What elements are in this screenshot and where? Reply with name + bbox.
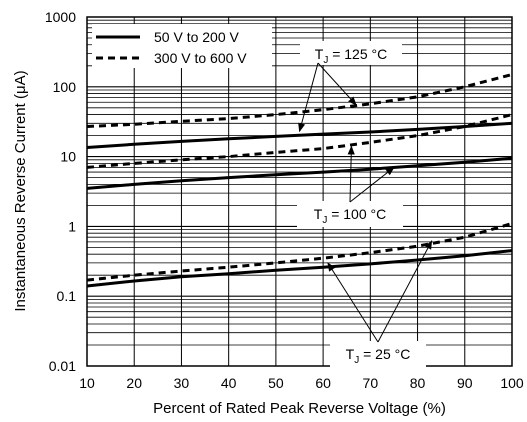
- annotation-prefix: T: [314, 206, 323, 222]
- y-tick-label: 1000: [45, 9, 76, 25]
- annotation-suffix: = 25 °C: [359, 346, 410, 362]
- annotation-arrow: [349, 166, 395, 203]
- y-axis-label: Instantaneous Reverse Current (μA): [12, 70, 29, 311]
- annotation-label: TJ = 25 °C: [346, 346, 411, 366]
- annotation-arrow: [327, 262, 379, 343]
- x-axis-label: Percent of Rated Peak Reverse Voltage (%…: [153, 400, 446, 417]
- x-tick-label: 60: [315, 375, 331, 391]
- series-line-dashed-tj-25: [86, 222, 513, 282]
- annotations: TJ = 125 °CTJ = 100 °CTJ = 25 °C: [297, 41, 433, 367]
- y-tick-label: 10: [60, 149, 76, 165]
- y-tick-label: 1: [68, 218, 76, 234]
- x-tick-label: 50: [268, 375, 284, 391]
- x-tick-label: 80: [410, 375, 426, 391]
- x-tick-label: 100: [500, 375, 524, 391]
- annotation-subscript: J: [322, 215, 327, 226]
- legend-box: [92, 24, 272, 68]
- annotation-label: TJ = 100 °C: [314, 206, 386, 226]
- series-line-solid-tj-100: [86, 156, 513, 190]
- x-tick-label: 30: [174, 375, 190, 391]
- tick-labels: 10 20 30 40 50 60 70 80 90 100 0.01 0.1 1 10 100 1000: [45, 9, 524, 391]
- series-line-dashed-tj-125: [86, 73, 513, 128]
- x-tick-label: 70: [363, 375, 379, 391]
- legend-label: 300 V to 600 V: [154, 50, 247, 66]
- y-tick-label: 100: [53, 79, 77, 95]
- annotation-suffix: = 125 °C: [328, 46, 387, 62]
- series-line-solid-tj-25: [86, 249, 513, 288]
- x-tick-label: 40: [221, 375, 237, 391]
- annotation-arrow: [377, 240, 433, 343]
- annotation-box: [300, 41, 402, 65]
- annotation-box: [330, 341, 426, 367]
- plot-frame: [86, 16, 513, 367]
- annotation-subscript: J: [354, 355, 359, 366]
- annotation-arrow: [317, 62, 357, 106]
- annotation-prefix: T: [315, 46, 324, 62]
- annotation-subscript: J: [323, 55, 328, 66]
- legend: 50 V to 200 V 300 V to 600 V: [92, 24, 272, 68]
- series-line-solid-tj-125: [86, 121, 513, 149]
- series-layer: [86, 73, 513, 288]
- annotation-suffix: = 100 °C: [327, 206, 386, 222]
- y-tick-label: 0.01: [49, 358, 76, 374]
- x-tick-label: 20: [126, 375, 142, 391]
- legend-label: 50 V to 200 V: [154, 29, 240, 45]
- annotation-arrow: [298, 62, 319, 133]
- y-tick-label: 0.1: [57, 288, 77, 304]
- annotation-box: [297, 201, 403, 227]
- x-tick-label: 90: [457, 375, 473, 391]
- grid: [87, 17, 512, 366]
- x-tick-label: 10: [79, 375, 95, 391]
- annotation-label: TJ = 125 °C: [315, 46, 387, 66]
- annotation-arrow: [347, 145, 355, 203]
- annotation-prefix: T: [346, 346, 355, 362]
